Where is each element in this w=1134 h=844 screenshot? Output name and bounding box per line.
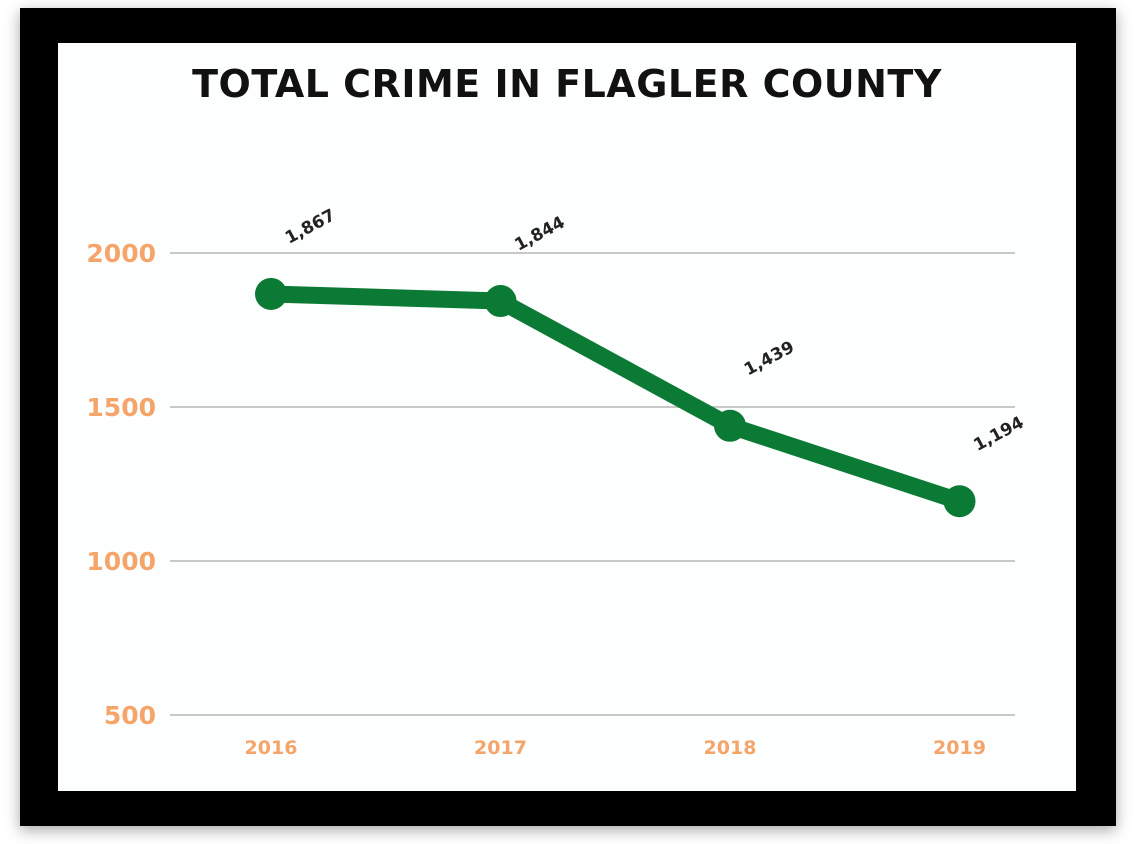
data-point — [943, 485, 976, 518]
chart-frame — [20, 8, 1116, 826]
y-tick-label: 500 — [104, 701, 156, 730]
x-tick-label: 2017 — [474, 737, 527, 759]
data-point — [484, 285, 517, 318]
gridlines — [170, 252, 1015, 716]
data-labels: 1,867 1,844 1,439 1,194 — [282, 205, 1028, 455]
chart-title: TOTAL CRIME IN FLAGLER COUNTY — [192, 62, 942, 106]
y-tick-label: 1000 — [86, 547, 156, 576]
y-axis-ticks: 500 1000 1500 2000 — [86, 239, 156, 730]
x-axis-ticks: 2016 2017 2018 2019 — [245, 737, 986, 759]
data-point — [255, 277, 287, 310]
series-line-path — [262, 285, 968, 510]
x-tick-label: 2018 — [704, 737, 757, 759]
data-label: 1,867 — [282, 205, 339, 248]
series-line — [262, 285, 968, 510]
chart-panel — [58, 43, 1076, 791]
y-tick-label: 2000 — [86, 239, 156, 268]
data-label: 1,439 — [741, 337, 798, 380]
y-tick-label: 1500 — [86, 393, 156, 422]
x-tick-label: 2019 — [933, 737, 986, 759]
data-points — [255, 277, 976, 518]
x-tick-label: 2016 — [245, 737, 298, 759]
data-label: 1,844 — [511, 212, 568, 255]
data-label: 1,194 — [970, 413, 1027, 456]
data-point — [714, 409, 746, 442]
